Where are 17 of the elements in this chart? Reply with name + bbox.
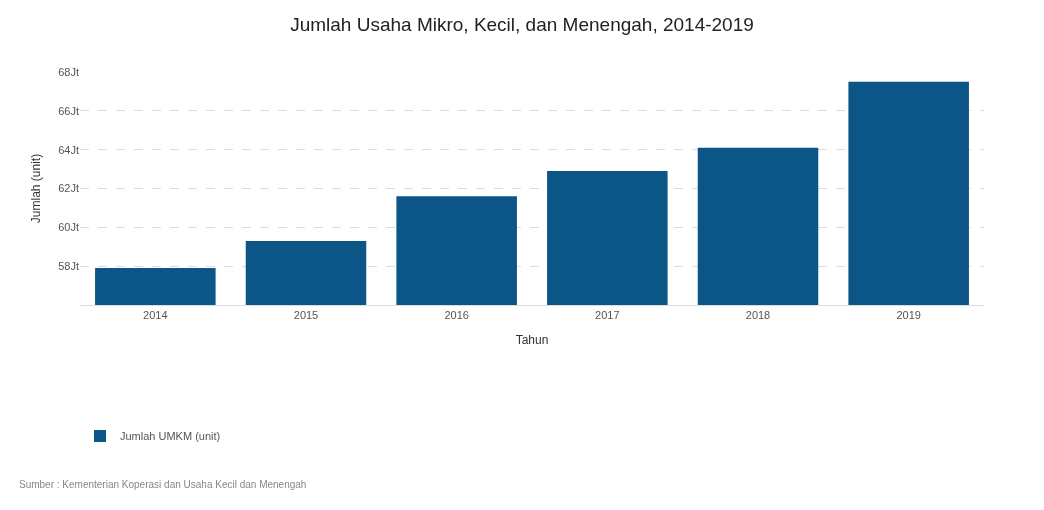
y-axis-title: Jumlah (unit)	[28, 153, 43, 224]
x-tick-label: 2016	[444, 309, 469, 322]
chart-title: Jumlah Usaha Mikro, Kecil, dan Menengah, 2014-2019	[290, 14, 754, 36]
x-tick-label: 2019	[896, 309, 921, 322]
legend-label: Jumlah UMKM (unit)	[120, 430, 221, 443]
x-tick-label: 2018	[745, 309, 771, 322]
x-tick-label: 2014	[143, 309, 168, 322]
x-tick-label: 2015	[293, 309, 319, 322]
y-tick-label: 58Jt	[58, 260, 79, 273]
y-tick-label: 64Jt	[58, 143, 79, 156]
y-tick-label: 66Jt	[58, 104, 79, 117]
y-tick-label: 68Jt	[58, 65, 79, 78]
y-tick-label: 60Jt	[58, 221, 79, 234]
text: Sumber : Kementerian Koperasi dan Usaha Kecil dan Menengah	[19, 479, 307, 490]
x-tick-label: 2017	[595, 309, 620, 322]
x-axis-title: Tahun	[515, 333, 549, 348]
y-tick-label: 62Jt	[58, 182, 79, 195]
